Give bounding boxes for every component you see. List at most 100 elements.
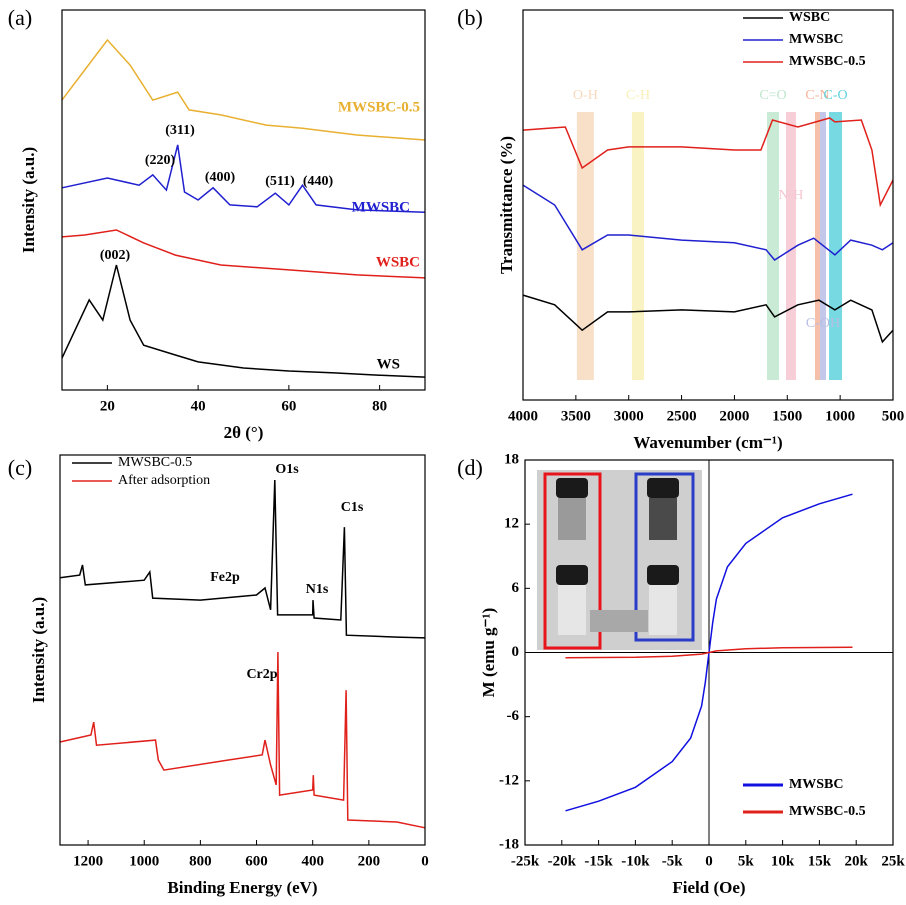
series-line xyxy=(59,479,426,639)
x-tick-label: -15k xyxy=(584,853,613,869)
x-tick-label: 400 xyxy=(301,853,324,869)
panel-label: (b) xyxy=(457,5,483,30)
series-line xyxy=(61,144,426,213)
y-axis-label: M (emu g⁻¹) xyxy=(479,608,498,698)
x-tick-label: 15k xyxy=(808,853,832,869)
y-axis-label: Intensity (a.u.) xyxy=(19,147,38,253)
series-label: WS xyxy=(377,356,400,372)
panel: 1200 1000 800 600 400 200 0 Binding Energy (eV)… xyxy=(8,454,429,897)
band-label: N-H xyxy=(779,188,804,203)
x-tick-label: 0 xyxy=(421,853,429,869)
band-label: C-O xyxy=(823,88,847,103)
peak-label: (511) xyxy=(265,174,295,189)
legend-label: MWSBC-0.5 xyxy=(789,804,866,819)
peak-label: Cr2p xyxy=(246,667,277,682)
peak-label: N1s xyxy=(306,582,329,597)
series-line xyxy=(61,38,426,141)
x-tick-label: 200 xyxy=(358,853,381,869)
peak-label: O1s xyxy=(275,462,299,477)
y-tick-label: -18 xyxy=(499,836,519,852)
x-tick-label: 1000 xyxy=(825,408,855,424)
peak-label: (220) xyxy=(145,153,176,168)
x-tick-label: -25k xyxy=(511,853,540,869)
x-tick-label: 800 xyxy=(189,853,212,869)
series-label: MWSBC xyxy=(352,199,410,215)
x-tick-label: 80 xyxy=(372,398,387,414)
panel-label: (c) xyxy=(8,455,32,480)
x-axis-label: Binding Energy (eV) xyxy=(167,878,317,897)
series-line xyxy=(61,264,426,378)
x-tick-label: 3000 xyxy=(614,408,644,424)
y-tick-label: 12 xyxy=(504,516,519,532)
plot-frame xyxy=(61,9,426,391)
x-tick-label: 10k xyxy=(771,853,795,869)
series-label: WSBC xyxy=(376,254,420,270)
x-tick-label: 1000 xyxy=(129,853,159,869)
x-tick-label: 20 xyxy=(100,398,115,414)
y-axis-label: Transmittance (%) xyxy=(497,136,516,274)
panel: -25k -20k -15k -10k -5k 0 5k 10k 15k 20k 25k -18 -12… xyxy=(457,451,905,896)
band xyxy=(576,112,594,380)
y-tick-label: 18 xyxy=(504,451,519,467)
panel: O-H C-H C=O N-H C-NC-O C-OH 4000 3500 3000 2500 20… xyxy=(457,5,904,452)
series-line xyxy=(565,646,853,659)
band xyxy=(814,112,820,380)
legend-label: After adsorption xyxy=(118,473,210,488)
panel: 20 40 60 80 2θ (°) Intensity (a.u.) (a) (002) (2… xyxy=(8,5,426,442)
band xyxy=(766,112,780,380)
x-axis-label: Field (Oe) xyxy=(672,878,745,897)
band xyxy=(786,112,796,380)
band-label: C-N xyxy=(805,88,829,103)
plot-frame xyxy=(522,9,894,401)
plot-frame xyxy=(59,454,426,846)
x-tick-label: -5k xyxy=(662,853,683,869)
x-tick-label: 2500 xyxy=(667,408,697,424)
x-tick-label: 40 xyxy=(191,398,206,414)
legend-label: MWSBC xyxy=(789,777,843,792)
legend-label: MWSBC xyxy=(789,32,843,47)
x-tick-label: 0 xyxy=(705,853,713,869)
band xyxy=(829,112,843,380)
band-label: O-H xyxy=(573,88,598,103)
series-label: MWSBC-0.5 xyxy=(338,99,420,115)
x-tick-label: 1500 xyxy=(772,408,802,424)
x-tick-label: 600 xyxy=(245,853,268,869)
x-tick-label: 4000 xyxy=(508,408,538,424)
band xyxy=(631,112,645,380)
x-tick-label: 60 xyxy=(281,398,296,414)
series-line xyxy=(522,184,894,261)
x-tick-label: 20k xyxy=(845,853,869,869)
peak-label: Fe2p xyxy=(210,570,240,585)
panel-label: (a) xyxy=(8,5,32,30)
band-label: C-H xyxy=(626,88,650,103)
peak-label: (440) xyxy=(303,174,334,189)
x-tick-label: 500 xyxy=(882,408,905,424)
series-line xyxy=(59,651,426,829)
y-tick-label: 6 xyxy=(512,580,520,596)
legend-label: WSBC xyxy=(789,10,830,25)
band-label: C-OH xyxy=(806,316,840,331)
x-tick-label: -10k xyxy=(621,853,650,869)
legend-label: MWSBC-0.5 xyxy=(789,54,866,69)
x-tick-label: -20k xyxy=(548,853,577,869)
y-tick-label: -12 xyxy=(499,772,519,788)
series-line xyxy=(522,117,894,208)
series-line xyxy=(61,229,426,279)
peak-label: (400) xyxy=(205,170,236,185)
x-tick-label: 5k xyxy=(738,853,755,869)
legend-label: MWSBC-0.5 xyxy=(118,455,192,470)
x-axis-label: 2θ (°) xyxy=(224,423,264,442)
panel-label: (d) xyxy=(457,455,483,480)
peak-label: C1s xyxy=(341,500,364,515)
x-tick-label: 3500 xyxy=(561,408,591,424)
x-tick-label: 1200 xyxy=(73,853,103,869)
band-label: C=O xyxy=(759,88,786,103)
x-axis-label: Wavenumber (cm⁻¹) xyxy=(633,433,782,452)
y-axis-label: Intensity (a.u.) xyxy=(29,597,48,703)
peak-label: (311) xyxy=(165,123,195,138)
y-tick-label: 0 xyxy=(512,644,520,660)
peak-label: (002) xyxy=(100,248,131,263)
series-line xyxy=(522,294,894,344)
y-tick-label: -6 xyxy=(507,708,520,724)
